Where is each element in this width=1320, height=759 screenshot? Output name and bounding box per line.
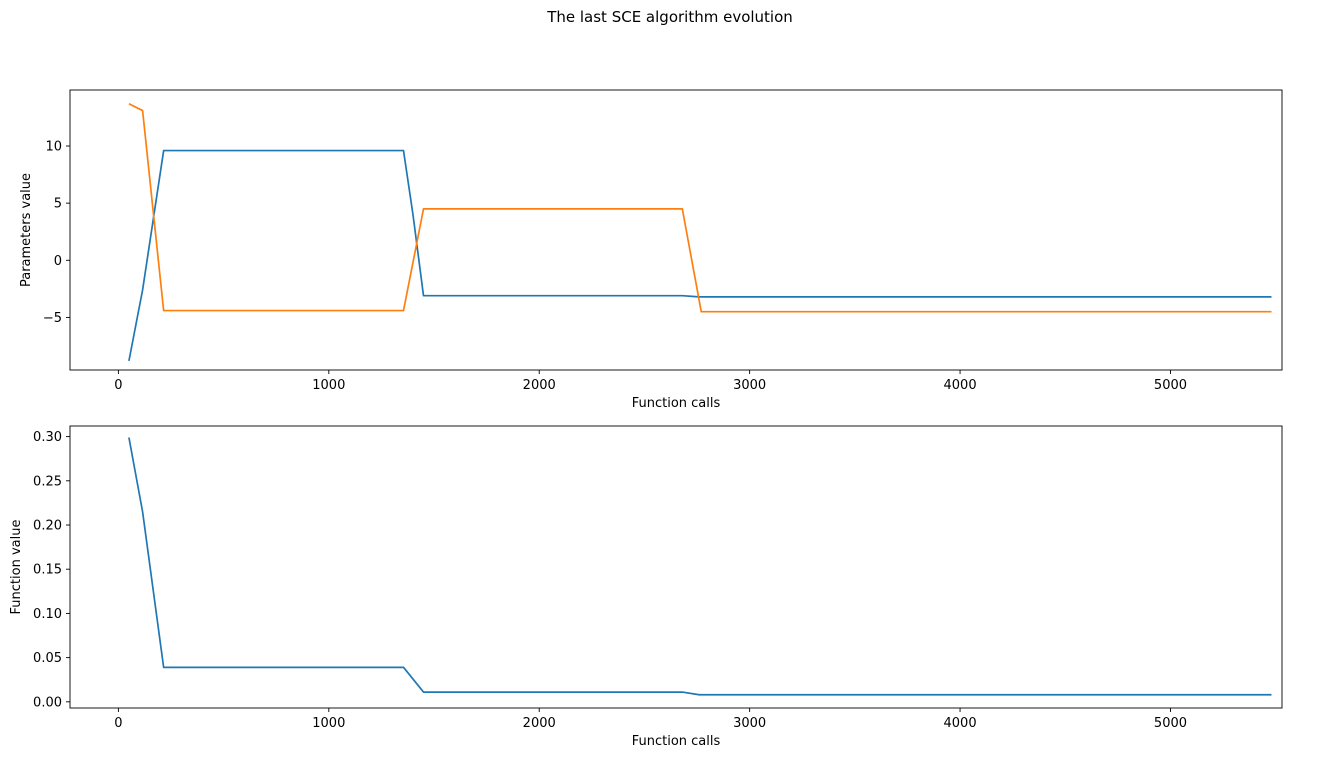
y-tick-label: 0.25	[33, 474, 62, 489]
x-tick-label: 1000	[312, 378, 345, 393]
figure-suptitle: The last SCE algorithm evolution	[546, 8, 793, 26]
x-axis-label: Function calls	[632, 396, 721, 411]
y-tick-label: −5	[43, 311, 62, 326]
x-tick-label: 5000	[1154, 716, 1187, 731]
x-tick-label: 4000	[944, 378, 977, 393]
x-tick-label: 1000	[312, 716, 345, 731]
x-axis-label: Function calls	[632, 734, 721, 749]
series-line-1	[128, 437, 1272, 696]
y-axis-label: Parameters value	[19, 173, 34, 287]
y-axis-label: Function value	[9, 520, 24, 615]
y-tick-label: 5	[54, 197, 62, 212]
x-tick-label: 3000	[733, 378, 766, 393]
x-tick-label: 3000	[733, 716, 766, 731]
y-tick-label: 0.30	[33, 430, 62, 445]
x-tick-label: 0	[114, 378, 122, 393]
x-tick-label: 5000	[1154, 378, 1187, 393]
series-line-1	[128, 149, 1272, 362]
y-tick-label: 10	[45, 140, 62, 155]
x-tick-label: 4000	[944, 716, 977, 731]
x-tick-label: 0	[114, 716, 122, 731]
y-tick-label: 0.20	[33, 519, 62, 534]
y-tick-label: 0.10	[33, 607, 62, 622]
axes-frame	[69, 89, 1283, 371]
y-tick-label: 0	[54, 254, 62, 269]
y-tick-label: 0.05	[33, 651, 62, 666]
y-tick-label: 0.15	[33, 563, 62, 578]
parameters-subplot: 0 1000 2000 3000 4000 5000 −5 0 5 10 Function call…	[19, 89, 1283, 411]
axes-frame	[69, 425, 1283, 709]
series-line-2	[128, 102, 1272, 313]
function-value-subplot: 0 1000 2000 3000 4000 5000 0.00 0.05 0.10 0.15 0.2…	[9, 425, 1283, 749]
x-tick-label: 2000	[523, 378, 556, 393]
y-tick-label: 0.00	[33, 695, 62, 710]
x-tick-label: 2000	[523, 716, 556, 731]
